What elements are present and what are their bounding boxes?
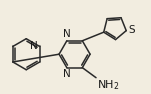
- Text: N: N: [63, 29, 71, 39]
- Text: N: N: [31, 41, 38, 51]
- Text: N: N: [63, 69, 71, 79]
- Text: NH$_2$: NH$_2$: [97, 79, 119, 92]
- Text: S: S: [128, 25, 135, 35]
